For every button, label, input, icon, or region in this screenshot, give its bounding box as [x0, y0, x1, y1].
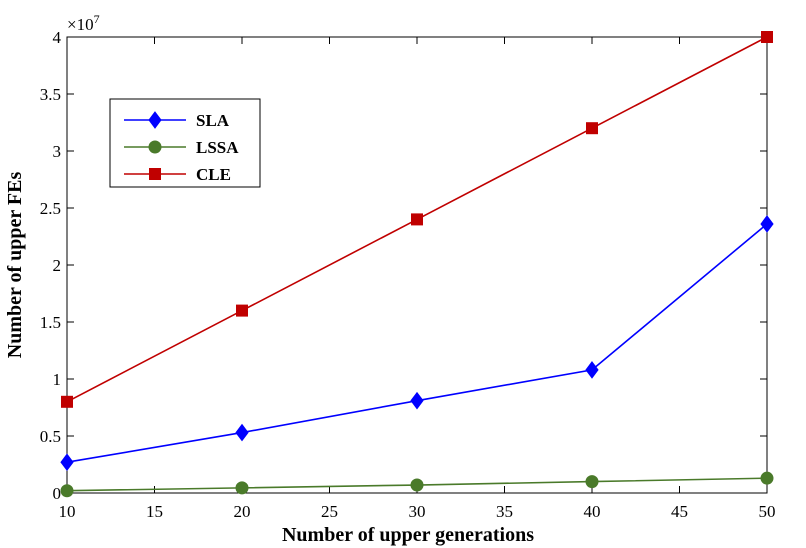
legend-marker [148, 111, 162, 129]
legend-item-cle: CLE [124, 165, 231, 184]
y-tick-label: 1 [53, 370, 62, 389]
sla-point [760, 215, 774, 233]
x-axis-title: Number of upper generations [282, 524, 534, 546]
sla-point [60, 453, 74, 472]
sla-point [585, 361, 599, 379]
axis-ticks: 10 15 20 25 30 35 40 45 50 0 0.5 1 1.5 2 2.5 3 3.5 4 [40, 28, 776, 521]
sla-series [60, 215, 774, 472]
cle-series [61, 31, 773, 408]
lssa-series [60, 471, 774, 498]
y-multiplier-exponent: 7 [94, 12, 100, 26]
y-tick-label: 0.5 [40, 427, 61, 446]
legend-marker [149, 168, 161, 180]
y-tick-label: 2.5 [40, 199, 61, 218]
cle-point [586, 122, 598, 135]
lssa-point [60, 484, 74, 498]
sla-point [235, 423, 249, 442]
legend-label: CLE [196, 165, 231, 184]
x-tick-label: 20 [234, 502, 251, 521]
y-tick-label: 3.5 [40, 85, 61, 104]
cle-point [411, 213, 423, 226]
cle-point [761, 31, 773, 43]
y-tick-label: 3 [53, 142, 62, 161]
legend-label: SLA [196, 111, 230, 130]
x-tick-label: 40 [584, 502, 601, 521]
x-tick-label: 25 [321, 502, 338, 521]
legend-label: LSSA [196, 138, 239, 157]
lssa-point [760, 471, 774, 485]
x-tick-label: 35 [496, 502, 513, 521]
y-multiplier-base: ×10 [67, 15, 94, 34]
y-multiplier: ×107 [67, 12, 100, 34]
lssa-point [410, 478, 424, 492]
legend-item-sla: SLA [124, 111, 230, 130]
y-tick-label: 1.5 [40, 313, 61, 332]
x-tick-label: 45 [671, 502, 688, 521]
y-axis-title: Number of upper FEs [4, 172, 26, 359]
legend-box [109, 98, 261, 188]
y-tick-label: 0 [53, 484, 62, 503]
series-layer [60, 31, 774, 498]
lssa-point [585, 475, 599, 489]
y-tick-label: 2 [53, 256, 62, 275]
y-tick-label: 4 [53, 28, 62, 47]
sla-point [410, 391, 424, 410]
x-tick-label: 15 [146, 502, 163, 521]
lssa-point [235, 481, 249, 495]
legend-marker [148, 140, 162, 154]
cle-point [61, 395, 73, 408]
legend: SLA LSSA CLE [109, 98, 261, 188]
cle-point [236, 304, 248, 317]
x-tick-label: 30 [409, 502, 426, 521]
legend-item-lssa: LSSA [124, 138, 239, 157]
x-tick-label: 10 [59, 502, 76, 521]
x-tick-label: 50 [759, 502, 776, 521]
